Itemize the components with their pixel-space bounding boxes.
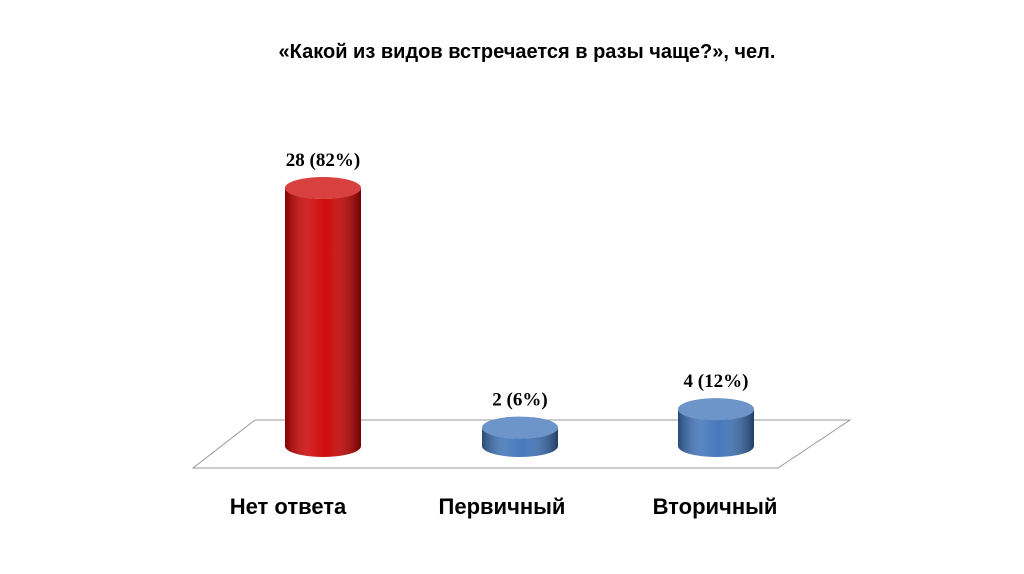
bar-top [482,416,558,439]
value-label: 2 (6%) [492,390,547,411]
bar-top [678,398,754,421]
bar-shade [285,188,361,457]
x-tick-label: Нет ответа [230,494,347,519]
chart-title: «Какой из видов встречается в разы чаще?… [279,41,776,63]
bar-top-highlight [678,398,754,421]
x-tick-label: Вторичный [653,494,778,519]
bar-top-highlight [482,416,558,439]
bar-shade [482,427,558,457]
bar-top-highlight [285,177,361,199]
floor [191,419,852,469]
x-tick-label: Первичный [439,494,566,519]
value-label: 28 (82%) [286,150,360,171]
bar-shade [678,409,754,457]
bar-top [285,177,361,199]
value-label: 4 (12%) [684,371,749,392]
